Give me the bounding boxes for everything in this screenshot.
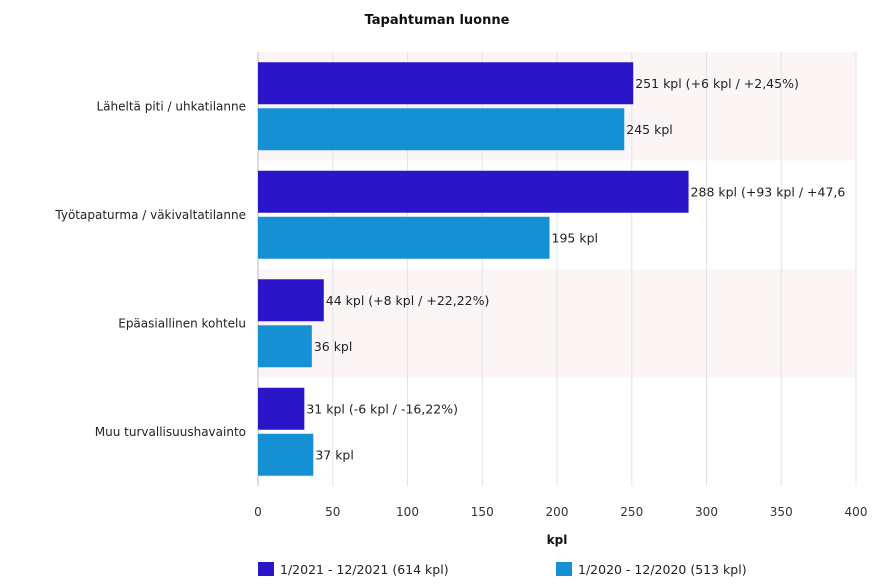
- data-label: 245 kpl: [626, 122, 672, 137]
- x-tick-label: 50: [325, 505, 340, 519]
- legend-label[interactable]: 1/2021 - 12/2021 (614 kpl): [280, 562, 449, 577]
- category-label: Epäasiallinen kohtelu: [118, 316, 246, 330]
- x-tick-label: 0: [254, 505, 262, 519]
- data-labels: 251 kpl (+6 kpl / +2,45%) 245 kpl 288 kpl …: [306, 76, 845, 463]
- data-label: 36 kpl: [314, 339, 353, 354]
- data-label: 251 kpl (+6 kpl / +2,45%): [635, 76, 799, 91]
- x-tick-label: 350: [770, 505, 793, 519]
- legend-swatch[interactable]: [258, 562, 274, 576]
- legend-swatch[interactable]: [556, 562, 572, 576]
- legend[interactable]: 1/2021 - 12/2021 (614 kpl) 1/2020 - 12/20…: [258, 562, 747, 577]
- data-label: 195 kpl: [552, 230, 598, 245]
- data-label: 288 kpl (+93 kpl / +47,6: [691, 184, 846, 199]
- bar[interactable]: [258, 387, 305, 430]
- bar[interactable]: [258, 325, 312, 368]
- x-tick-label: 100: [396, 505, 419, 519]
- x-axis-title: kpl: [547, 533, 568, 547]
- category-label: Työtapaturma / väkivaltatilanne: [54, 208, 246, 222]
- category-labels: Läheltä piti / uhkatilanne Työtapaturma /…: [54, 99, 246, 439]
- category-label: Läheltä piti / uhkatilanne: [96, 99, 246, 113]
- data-label: 31 kpl (-6 kpl / -16,22%): [306, 401, 458, 416]
- x-tick-label: 400: [845, 505, 868, 519]
- chart-title: Tapahtuman luonne: [365, 13, 510, 28]
- x-tick-label: 250: [620, 505, 643, 519]
- bar[interactable]: [258, 433, 314, 476]
- legend-label[interactable]: 1/2020 - 12/2020 (513 kpl): [578, 562, 747, 577]
- bar[interactable]: [258, 279, 324, 322]
- bar[interactable]: [258, 216, 550, 259]
- bars: [258, 62, 689, 476]
- x-axis-ticks: 0 50 100 150 200 250 300 350 400: [254, 505, 867, 519]
- bar[interactable]: [258, 108, 625, 151]
- bar[interactable]: [258, 170, 689, 213]
- category-label: Muu turvallisuushavainto: [95, 425, 246, 439]
- bar[interactable]: [258, 62, 634, 105]
- x-tick-label: 150: [471, 505, 494, 519]
- x-tick-label: 300: [695, 505, 718, 519]
- data-label: 37 kpl: [315, 447, 354, 462]
- data-label: 44 kpl (+8 kpl / +22,22%): [326, 293, 490, 308]
- x-tick-label: 200: [546, 505, 569, 519]
